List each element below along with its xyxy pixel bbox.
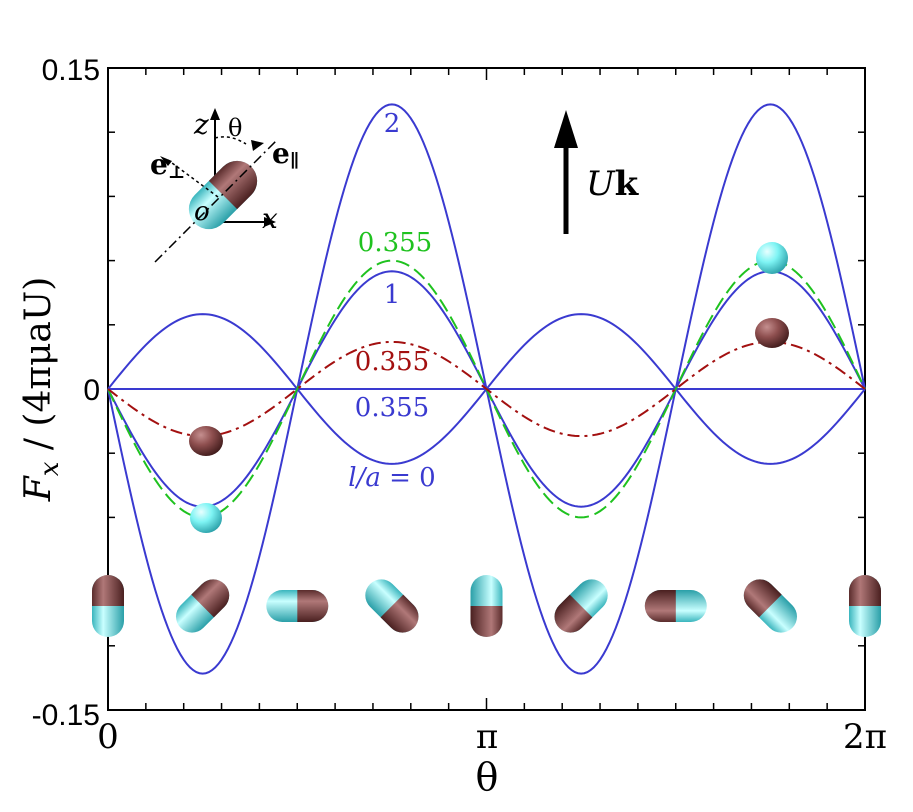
peanut-marker-left: [190, 503, 222, 533]
x-axis-title: θ: [476, 755, 499, 799]
orientation-capsule: [644, 590, 707, 622]
svg-text:θ: θ: [228, 114, 242, 142]
svg-text:x: x: [262, 202, 278, 235]
svg-text:e∥: e∥: [272, 137, 299, 172]
series-line-5: [107, 340, 866, 438]
orientation-capsule: [849, 575, 881, 637]
svg-text:z: z: [193, 108, 209, 141]
orientation-capsule: [92, 575, 124, 637]
x-tick-label-pi: π: [476, 717, 498, 757]
orientation-capsule: [470, 575, 503, 637]
orientation-capsule: [554, 579, 608, 633]
orientation-capsule: [365, 579, 419, 633]
x-tick-label-zero: 0: [97, 717, 119, 757]
ellipsoid-marker-left: [189, 426, 223, 456]
y-tick-label-bottom: -0.15: [32, 699, 100, 732]
y-axis-title: Fx / (4πμaU): [18, 277, 65, 503]
orientation-capsule: [175, 579, 230, 633]
orientation-capsule: [743, 579, 798, 633]
label-l2: 2: [384, 109, 401, 139]
y-tick-label-top: 0.15: [42, 54, 100, 87]
svg-text:o: o: [194, 197, 210, 227]
label-green: 0.355: [358, 228, 432, 258]
flow-label: Uk: [586, 164, 640, 204]
label-l1: 1: [384, 280, 401, 310]
label-darkred: 0.355: [355, 347, 429, 377]
ellipsoid-marker-right: [755, 318, 789, 348]
x-tick-label-2pi: 2π: [843, 717, 887, 757]
svg-text:e⊥: e⊥: [150, 148, 185, 183]
orientation-capsule: [266, 590, 329, 622]
label-l0: l/a = 0: [348, 463, 435, 493]
orientation-capsules: [92, 575, 881, 637]
flow-arrow-head: [554, 110, 578, 148]
y-tick-label-zero: 0: [83, 374, 100, 407]
label-blue-355: 0.355: [355, 393, 429, 423]
inset-schematic: z θ o x e∥ e⊥: [150, 108, 299, 263]
series-curves: [107, 103, 866, 675]
peanut-marker-right: [756, 242, 788, 274]
